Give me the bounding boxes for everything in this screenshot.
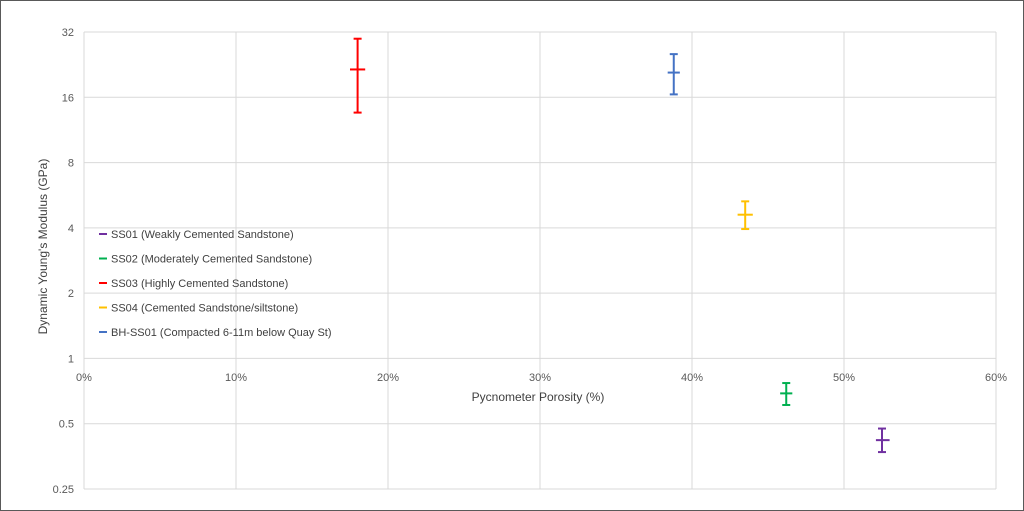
x-tick-label: 0% bbox=[76, 372, 92, 384]
data-point bbox=[667, 53, 680, 96]
gridlines bbox=[83, 31, 997, 490]
y-tick-labels: 0.25 0.5 1 2 4 8 16 32 bbox=[53, 27, 74, 496]
x-tick-label: 50% bbox=[833, 372, 855, 384]
y-tick-label: 32 bbox=[62, 27, 74, 39]
legend-label: SS03 (Highly Cemented Sandstone) bbox=[111, 278, 288, 290]
legend-label: SS04 (Cemented Sandstone/siltstone) bbox=[111, 303, 298, 315]
y-tick-label: 4 bbox=[68, 223, 74, 235]
y-tick-label: 1 bbox=[68, 353, 74, 365]
legend-label: SS01 (Weakly Cemented Sandstone) bbox=[111, 229, 294, 241]
x-tick-label: 10% bbox=[225, 372, 247, 384]
data-point bbox=[350, 37, 366, 114]
y-axis-title: Dynamic Young's Modulus (GPa) bbox=[36, 159, 50, 335]
data-point bbox=[780, 382, 793, 406]
y-tick-label: 2 bbox=[68, 288, 74, 300]
data-point bbox=[875, 427, 890, 454]
y-tick-label: 8 bbox=[68, 158, 74, 170]
legend-label: BH-SS01 (Compacted 6-11m below Quay St) bbox=[111, 327, 332, 339]
x-tick-labels: 0% 10% 20% 30% 40% 50% 60% bbox=[76, 372, 1007, 384]
y-tick-label: 16 bbox=[62, 92, 74, 104]
data-point bbox=[737, 200, 753, 231]
data-marks bbox=[350, 37, 890, 454]
x-tick-label: 30% bbox=[529, 372, 551, 384]
legend: SS01 (Weakly Cemented Sandstone) SS02 (Mo… bbox=[99, 229, 332, 339]
legend-label: SS02 (Moderately Cemented Sandstone) bbox=[111, 254, 312, 266]
y-tick-label: 0.5 bbox=[59, 419, 74, 431]
x-axis-title: Pycnometer Porosity (%) bbox=[472, 390, 605, 404]
x-tick-label: 60% bbox=[985, 372, 1007, 384]
x-tick-label: 40% bbox=[681, 372, 703, 384]
x-tick-label: 20% bbox=[377, 372, 399, 384]
y-tick-label: 0.25 bbox=[53, 484, 74, 496]
